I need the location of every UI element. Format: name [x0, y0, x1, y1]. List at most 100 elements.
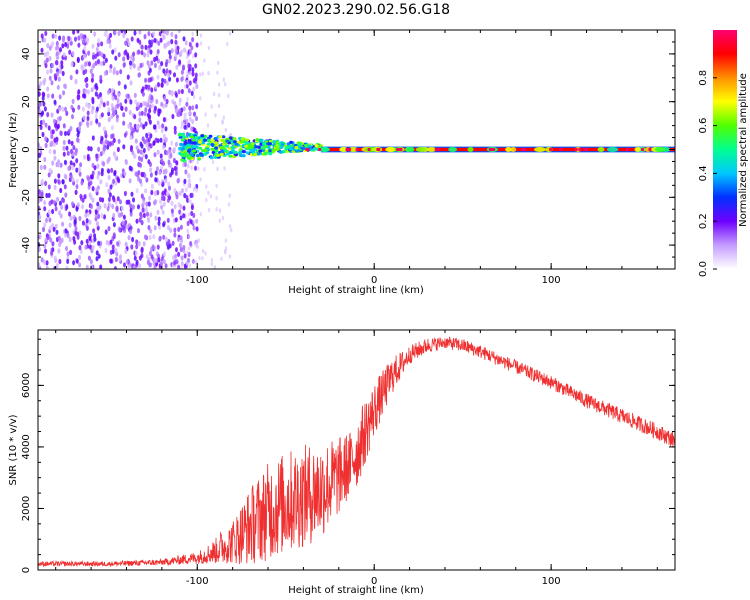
- heatmap-cell-onset: [181, 147, 185, 151]
- heatmap-cell-onset: [300, 146, 305, 150]
- heatmap-carrier-peak: [520, 147, 525, 152]
- snr-frame: [37, 329, 676, 571]
- heatmap-cell-noise: [148, 67, 152, 73]
- heatmap-cell-onset: [179, 142, 184, 146]
- heatmap-cell-noise: [97, 146, 101, 152]
- heatmap-cell-noise: [159, 137, 163, 143]
- heatmap-cell-noise: [51, 223, 55, 229]
- heatmap-cell-noise: [119, 199, 122, 205]
- heatmap-cell-onset: [247, 144, 252, 148]
- heatmap-cell-noise: [75, 69, 79, 75]
- heatmap-cell-noise: [93, 233, 97, 239]
- heatmap-cell-noise: [119, 254, 122, 260]
- heatmap-cell-sparse: [211, 159, 215, 165]
- heatmap-cell-noise: [173, 165, 177, 172]
- heatmap-cell-noise: [113, 171, 117, 177]
- heatmap-cell-noise: [76, 30, 80, 34]
- heatmap-cell-noise: [159, 153, 163, 159]
- heatmap-cell-noise: [174, 48, 178, 54]
- heatmap-cell-noise: [86, 155, 90, 161]
- heatmap-cell-noise: [45, 217, 48, 223]
- heatmap-cell-onset: [210, 147, 215, 151]
- spectrogram-panel: -100 0 100 -40 -20 0 20 40 Height of straight …: [8, 29, 676, 296]
- heatmap-cell-noise: [38, 262, 41, 268]
- heatmap-cell-noise: [78, 121, 82, 127]
- heatmap-carrier-peak: [305, 147, 309, 152]
- heatmap-carrier-peak: [492, 147, 496, 152]
- heatmap-cell-sparse: [216, 70, 219, 75]
- heatmap-cell-noise: [62, 123, 66, 129]
- heatmap-cell-noise: [151, 103, 155, 109]
- heatmap-cell-noise: [61, 221, 65, 227]
- heatmap-cell-noise: [153, 152, 157, 158]
- heatmap-cell-noise: [167, 40, 171, 46]
- heatmap-cell-noise: [76, 57, 80, 64]
- heatmap-cell-noise: [141, 91, 145, 97]
- heatmap-carrier-peak: [523, 147, 527, 152]
- heatmap-cell-noise: [71, 50, 75, 57]
- spectrogram-x-ticks: -100 0 100: [55, 30, 658, 286]
- heatmap-cell-noise: [84, 61, 88, 67]
- heatmap-cell-sparse: [192, 54, 195, 59]
- heatmap-cell-noise: [154, 137, 158, 143]
- heatmap-cell-noise: [143, 173, 147, 179]
- heatmap-cell-noise: [132, 265, 136, 269]
- heatmap-cell-noise: [174, 141, 178, 147]
- heatmap-cell-noise: [99, 74, 103, 81]
- heatmap-cell-noise: [110, 125, 114, 131]
- heatmap-cell-noise: [129, 207, 133, 213]
- heatmap-cell-sparse: [203, 167, 206, 172]
- heatmap-cell-noise: [147, 225, 151, 231]
- heatmap-cell-sparse: [197, 238, 201, 243]
- heatmap-cell-noise: [150, 94, 154, 101]
- heatmap-cell-noise: [135, 171, 138, 177]
- heatmap-cell-sparse: [204, 112, 207, 117]
- heatmap-cell-noise: [89, 68, 93, 74]
- heatmap-cell-noise: [84, 77, 88, 83]
- heatmap-cell-noise: [107, 174, 111, 181]
- heatmap-carrier-peak: [549, 147, 553, 152]
- heatmap-cell-noise: [149, 228, 153, 234]
- heatmap-cell-noise: [117, 52, 121, 58]
- heatmap-cell-noise: [55, 229, 59, 235]
- heatmap-cell-noise: [148, 114, 152, 120]
- heatmap-cell-noise: [122, 120, 126, 126]
- heatmap-cell-noise: [57, 173, 61, 179]
- heatmap-cell-sparse: [199, 96, 202, 101]
- heatmap-cell-noise: [69, 215, 73, 221]
- heatmap-cell-sparse: [217, 60, 220, 66]
- heatmap-cell-noise: [161, 181, 165, 187]
- heatmap-cell-noise: [43, 200, 47, 206]
- heatmap-cell-noise: [106, 33, 110, 40]
- heatmap-cell-noise: [191, 119, 195, 125]
- heatmap-cell-noise: [88, 219, 92, 225]
- heatmap-cell-noise: [125, 259, 129, 265]
- heatmap-carrier-peak: [396, 147, 400, 152]
- heatmap-cell-noise: [173, 260, 176, 266]
- heatmap-cell-noise: [89, 120, 93, 126]
- heatmap-cell-noise: [111, 248, 115, 254]
- heatmap-cell-noise: [56, 196, 59, 202]
- heatmap-cell-noise: [190, 192, 194, 198]
- heatmap-cell-noise: [62, 198, 66, 204]
- heatmap-cell-noise: [169, 227, 173, 233]
- spectrogram-x-tick-label: 0: [371, 275, 377, 286]
- heatmap-cell-noise: [182, 106, 186, 112]
- heatmap-cell-noise: [134, 250, 138, 256]
- heatmap-cell-noise: [174, 108, 178, 114]
- heatmap-cell-onset: [213, 137, 218, 141]
- heatmap-cell-noise: [51, 160, 55, 166]
- heatmap-cell-noise: [122, 62, 126, 68]
- heatmap-cell-noise: [75, 178, 79, 184]
- heatmap-cell-noise: [195, 83, 199, 90]
- heatmap-cell-noise: [141, 136, 145, 142]
- heatmap-cell-noise: [111, 49, 115, 55]
- heatmap-cell-noise: [177, 89, 181, 95]
- heatmap-cell-noise: [127, 123, 131, 129]
- heatmap-cell-noise: [85, 225, 89, 231]
- heatmap-cell-noise: [38, 152, 42, 158]
- heatmap-cell-noise: [43, 243, 47, 249]
- heatmap-cell-noise: [122, 56, 126, 62]
- heatmap-cell-noise: [88, 240, 91, 246]
- heatmap-cell-noise: [87, 181, 91, 187]
